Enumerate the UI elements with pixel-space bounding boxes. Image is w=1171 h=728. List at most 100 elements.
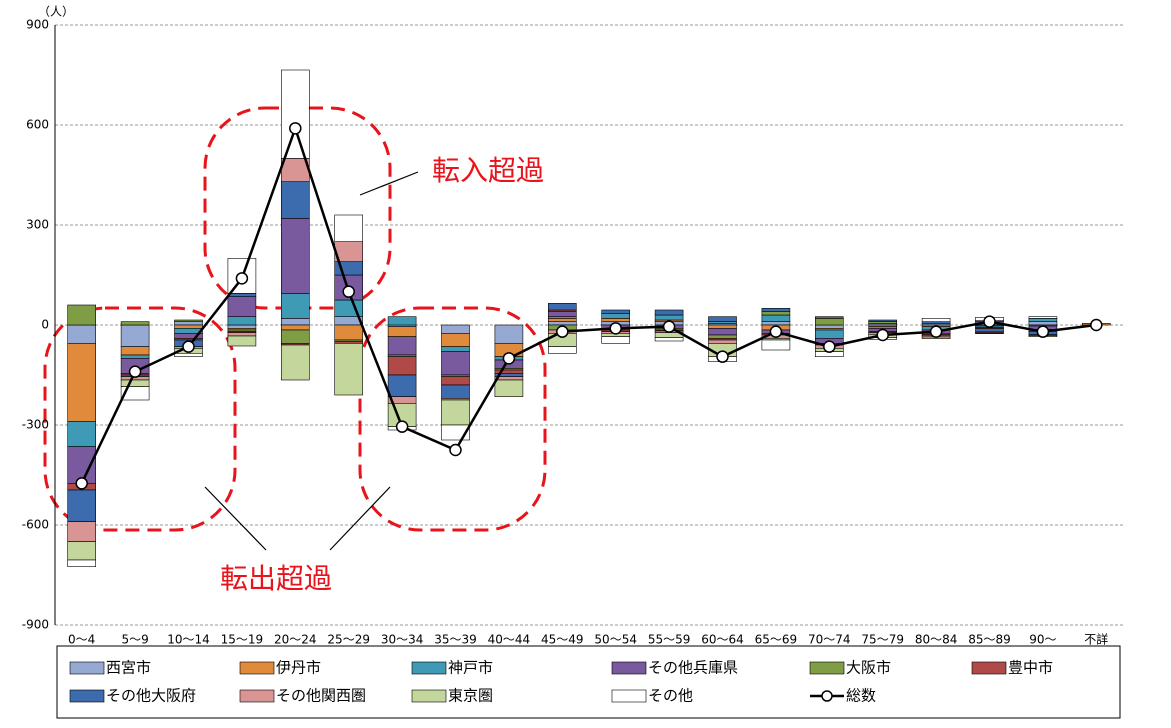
legend-swatch bbox=[411, 689, 447, 703]
x-tick-label: 50～54 bbox=[594, 633, 637, 647]
legend-swatch bbox=[809, 661, 845, 675]
total-marker bbox=[556, 325, 569, 338]
bar-segment bbox=[708, 324, 737, 329]
bar-segment bbox=[494, 324, 524, 344]
bar-segment bbox=[441, 324, 470, 334]
x-tick-label: 80～84 bbox=[915, 633, 958, 647]
bar-segment bbox=[441, 376, 470, 386]
legend-swatch bbox=[239, 661, 275, 675]
bar-segment bbox=[387, 374, 417, 397]
x-tick-label: 90～ bbox=[1029, 633, 1056, 647]
bar-segment bbox=[67, 559, 96, 567]
total-marker bbox=[502, 352, 516, 365]
legend-swatch bbox=[821, 690, 833, 702]
x-tick-label: 5～9 bbox=[121, 633, 148, 647]
bar-segment bbox=[547, 321, 577, 326]
bar-segment bbox=[975, 328, 1004, 333]
bar-segment bbox=[120, 379, 150, 387]
bar-segment bbox=[1028, 321, 1058, 326]
total-marker bbox=[395, 420, 409, 433]
legend-label: 伊丹市 bbox=[276, 659, 321, 677]
bar-segment bbox=[280, 344, 310, 381]
legend-label: 西宮市 bbox=[106, 659, 151, 677]
bars bbox=[67, 69, 1111, 567]
legend-label: 豊中市 bbox=[1008, 659, 1053, 677]
legend-label: その他関西圏 bbox=[276, 687, 366, 705]
bar-segment bbox=[441, 384, 470, 399]
bar-segment bbox=[708, 334, 737, 339]
bar-segment bbox=[547, 303, 577, 311]
bar-segment bbox=[654, 337, 684, 342]
annotation: 転出超過 bbox=[220, 562, 332, 595]
total-marker bbox=[716, 350, 729, 363]
x-tick-label: 15～19 bbox=[221, 633, 264, 647]
legend-swatch bbox=[69, 661, 105, 675]
total-marker bbox=[1090, 318, 1103, 332]
bar-segment bbox=[868, 319, 898, 322]
bar-segment bbox=[227, 324, 257, 329]
total-marker bbox=[342, 285, 355, 298]
legend-label: 神戸市 bbox=[448, 659, 493, 677]
bar-segment bbox=[1028, 318, 1058, 322]
bar-segment bbox=[547, 311, 577, 317]
bar-segment bbox=[441, 399, 470, 426]
bar-segment bbox=[761, 339, 791, 351]
x-tick-label: 20～24 bbox=[274, 633, 317, 647]
legend-label: その他 bbox=[648, 687, 693, 705]
total-marker bbox=[609, 322, 622, 335]
y-tick-label: 900 bbox=[26, 18, 49, 32]
legend-swatch bbox=[611, 689, 647, 703]
bar-segment bbox=[708, 328, 737, 336]
total-marker bbox=[235, 272, 249, 285]
leader bbox=[204, 486, 267, 551]
legend-swatch bbox=[239, 689, 275, 703]
x-tick-label: 10～14 bbox=[167, 633, 210, 647]
bar-segment bbox=[120, 386, 150, 401]
bar-segment bbox=[601, 309, 631, 314]
x-tick-label: 30～34 bbox=[381, 633, 424, 647]
bar-segment bbox=[494, 379, 524, 397]
bar-segment bbox=[921, 318, 951, 322]
legend-label: その他大阪府 bbox=[106, 687, 196, 705]
bar-segment bbox=[814, 316, 844, 319]
bar-segment bbox=[441, 351, 470, 376]
y-tick-label: 300 bbox=[26, 218, 49, 232]
x-tick-label: 85～89 bbox=[968, 633, 1011, 647]
bar-segment bbox=[67, 324, 96, 344]
x-tick-label: 45～49 bbox=[541, 633, 584, 647]
total-marker bbox=[449, 443, 462, 457]
x-tick-label: 55～59 bbox=[648, 633, 691, 647]
total-marker bbox=[128, 365, 142, 378]
legend-box bbox=[56, 645, 1121, 719]
legend-swatch bbox=[611, 661, 647, 675]
outflow-ring bbox=[43, 306, 237, 532]
total-marker bbox=[662, 320, 676, 333]
bar-segment bbox=[708, 339, 737, 344]
bar-segment bbox=[120, 321, 150, 326]
bar-segment bbox=[1028, 316, 1058, 319]
legend-swatch bbox=[971, 661, 1007, 675]
bar-segment bbox=[174, 324, 203, 329]
leader bbox=[329, 486, 391, 551]
outflow-ring bbox=[358, 306, 547, 532]
total-marker bbox=[769, 325, 783, 338]
bar-segment bbox=[387, 336, 417, 356]
total-marker bbox=[929, 325, 943, 338]
bar-segment bbox=[708, 316, 737, 322]
total-line bbox=[80, 124, 1097, 484]
x-tick-label: 60～64 bbox=[701, 633, 744, 647]
bar-segment bbox=[334, 324, 364, 341]
bar-segment bbox=[441, 346, 470, 352]
legend-label: 総数 bbox=[846, 687, 876, 705]
total-marker bbox=[983, 315, 996, 328]
y-tick-label: -900 bbox=[22, 618, 49, 632]
total-marker bbox=[823, 340, 836, 353]
leader bbox=[359, 171, 419, 196]
bar-segment bbox=[601, 336, 631, 344]
annotation-leaders bbox=[204, 171, 419, 551]
bar-segment bbox=[120, 354, 150, 359]
bar-segment bbox=[334, 214, 364, 242]
bar-segment bbox=[67, 541, 96, 561]
bar-segment bbox=[814, 318, 844, 326]
